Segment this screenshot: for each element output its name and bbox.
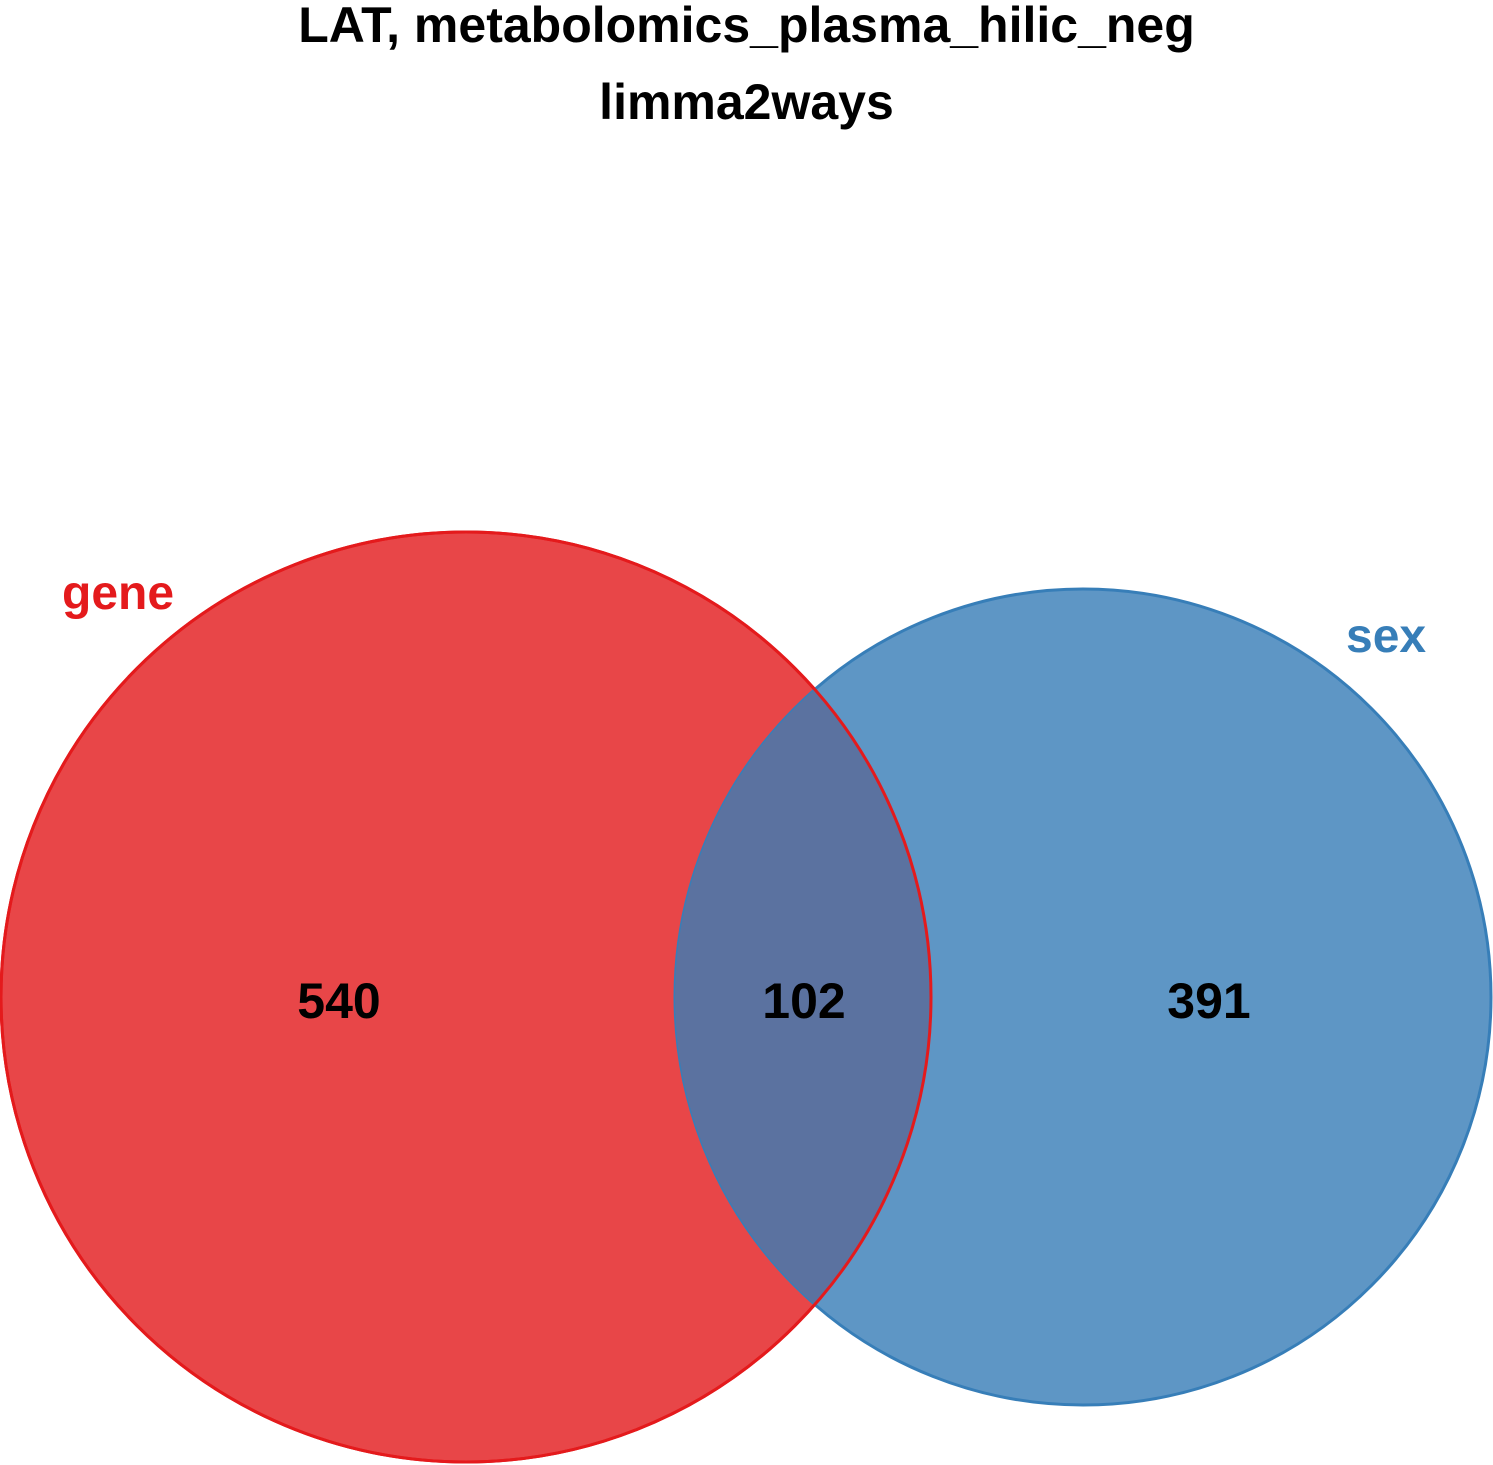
diagram-title: LAT, metabolomics_plasma_hilic_neg [298, 0, 1195, 53]
gene-set-label: gene [62, 567, 174, 620]
diagram-subtitle: limma2ways [599, 74, 894, 130]
gene-set-outline [0, 530, 933, 1464]
intersection-region [675, 589, 931, 1405]
gene-only-count: 540 [297, 973, 380, 1029]
intersection-count: 102 [762, 973, 845, 1029]
sex-only-count: 391 [1167, 973, 1250, 1029]
sex-set-label: sex [1346, 610, 1426, 663]
